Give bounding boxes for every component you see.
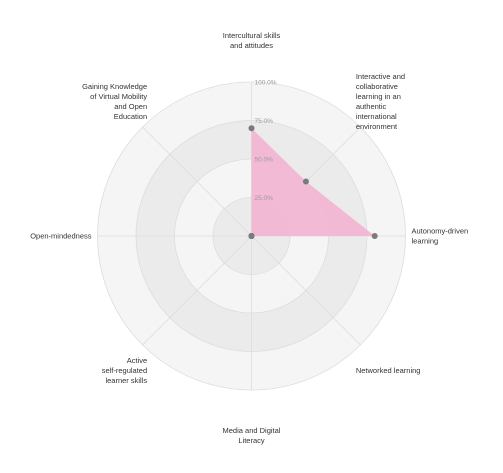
tick-label: 50.0% bbox=[255, 157, 274, 164]
axis-label-0: Intercultural skills and attitudes bbox=[223, 31, 281, 50]
radar-series bbox=[248, 125, 378, 239]
axis-label-4: Media and Digital Literacy bbox=[223, 426, 281, 445]
axis-label-1: Interactive and collaborative learning in … bbox=[356, 72, 405, 131]
axis-label-3: Networked learning bbox=[356, 366, 421, 375]
axis-label-7: Gaining Knowledge of Virtual Mobility and … bbox=[82, 82, 147, 121]
tick-label: 75.0% bbox=[255, 118, 274, 125]
data-point-7[interactable] bbox=[248, 233, 255, 239]
radar-tick-labels: 25.0% 50.0% 75.0% 100.0% bbox=[255, 80, 277, 203]
grid-spoke-5 bbox=[142, 235, 252, 346]
tick-label: 100.0% bbox=[255, 80, 277, 87]
grid-spoke-7 bbox=[142, 126, 252, 237]
grid-spoke-3 bbox=[251, 235, 361, 346]
series-area-0 bbox=[251, 128, 375, 236]
data-point-1[interactable] bbox=[302, 178, 309, 185]
axis-label-2: Autonomy-driven learning bbox=[412, 227, 469, 246]
tick-label: 25.0% bbox=[255, 195, 274, 202]
axis-label-5: Active self-regulated learner skills bbox=[102, 356, 148, 385]
axis-label-6: Open-mindedness bbox=[30, 232, 92, 241]
radar-axis-labels: Intercultural skills and attitudes Interac… bbox=[30, 31, 468, 445]
data-point-0[interactable] bbox=[248, 125, 255, 132]
data-point-2[interactable] bbox=[371, 233, 378, 239]
